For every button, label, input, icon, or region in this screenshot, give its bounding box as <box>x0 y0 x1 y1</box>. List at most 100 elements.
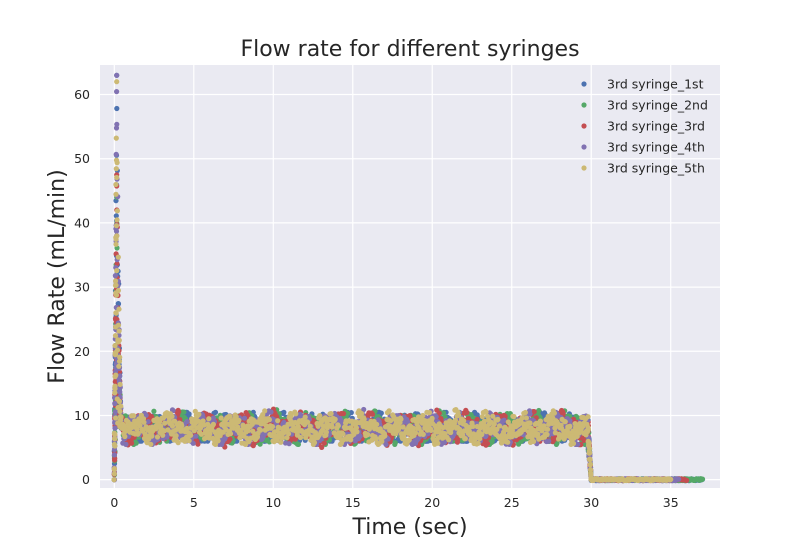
data-point <box>113 228 120 234</box>
data-point <box>113 213 119 219</box>
data-point <box>111 477 117 483</box>
data-point <box>113 292 120 298</box>
data-point <box>112 425 118 431</box>
data-point <box>113 351 119 357</box>
data-point <box>164 433 170 439</box>
data-point <box>684 477 690 483</box>
data-point <box>455 436 461 442</box>
data-point <box>122 433 128 440</box>
data-point <box>188 432 194 438</box>
data-point <box>288 413 294 419</box>
data-point <box>113 415 119 421</box>
data-point <box>129 440 135 446</box>
data-point <box>340 411 347 417</box>
data-point <box>116 363 122 369</box>
data-point <box>116 358 123 364</box>
data-point <box>131 413 137 419</box>
data-point <box>114 233 120 239</box>
data-point <box>279 435 285 441</box>
data-point <box>112 333 119 339</box>
data-point <box>117 381 123 387</box>
data-point <box>113 151 119 157</box>
data-point <box>484 440 491 447</box>
data-point <box>581 437 587 443</box>
data-point <box>295 424 301 430</box>
data-point <box>181 409 187 415</box>
data-point <box>383 441 389 447</box>
data-point <box>378 410 384 416</box>
data-point <box>441 439 448 445</box>
data-point <box>361 406 367 413</box>
data-point <box>141 419 147 425</box>
data-point <box>286 441 292 447</box>
data-point <box>148 441 154 447</box>
data-point <box>162 420 168 426</box>
data-point <box>210 421 216 427</box>
data-point <box>184 425 190 431</box>
data-point <box>699 476 706 482</box>
data-point <box>117 354 123 360</box>
data-point <box>554 440 560 446</box>
data-point <box>113 191 119 197</box>
data-point <box>116 328 122 334</box>
data-point <box>436 410 442 416</box>
data-point <box>200 418 206 424</box>
data-point <box>112 443 118 449</box>
data-point <box>206 416 212 422</box>
scatter-points <box>111 72 706 484</box>
data-point <box>405 419 411 425</box>
data-point <box>114 347 121 353</box>
data-point <box>357 433 363 439</box>
data-point <box>236 417 242 423</box>
data-point <box>433 414 439 420</box>
data-point <box>262 408 268 414</box>
data-point <box>137 422 143 429</box>
data-point <box>546 438 552 444</box>
data-point <box>369 411 376 417</box>
data-point <box>345 410 351 416</box>
data-point <box>169 413 175 419</box>
data-point <box>118 403 124 409</box>
data-point <box>464 409 470 416</box>
data-point <box>186 438 192 444</box>
data-point <box>113 166 119 172</box>
data-point <box>116 369 123 375</box>
data-point <box>115 322 122 328</box>
data-point <box>145 419 151 425</box>
data-point <box>215 438 221 444</box>
data-point <box>302 414 308 420</box>
data-point <box>113 278 119 284</box>
data-point <box>114 268 120 274</box>
data-point <box>284 435 290 441</box>
data-point <box>112 383 118 389</box>
data-point <box>531 409 537 415</box>
data-point <box>184 419 190 425</box>
data-point <box>113 223 120 229</box>
data-point <box>536 407 542 414</box>
data-point <box>116 306 122 312</box>
data-point <box>281 419 287 425</box>
data-point <box>114 174 120 181</box>
data-point <box>113 372 119 378</box>
data-point <box>175 440 181 446</box>
data-point <box>227 431 234 437</box>
data-point <box>269 424 276 430</box>
data-point <box>111 452 117 458</box>
data-point <box>114 261 120 267</box>
data-point <box>142 431 148 437</box>
data-point <box>266 417 272 423</box>
data-point <box>111 471 117 477</box>
data-point <box>190 440 196 446</box>
data-point <box>501 417 507 423</box>
data-point <box>115 254 121 260</box>
data-point <box>160 432 166 438</box>
data-point <box>281 409 287 415</box>
data-point <box>176 409 182 415</box>
data-point <box>385 436 391 442</box>
data-point <box>567 418 573 424</box>
data-point <box>258 427 264 433</box>
data-point <box>319 444 325 450</box>
data-point <box>125 433 132 439</box>
data-point <box>113 310 119 316</box>
data-point <box>114 89 120 95</box>
